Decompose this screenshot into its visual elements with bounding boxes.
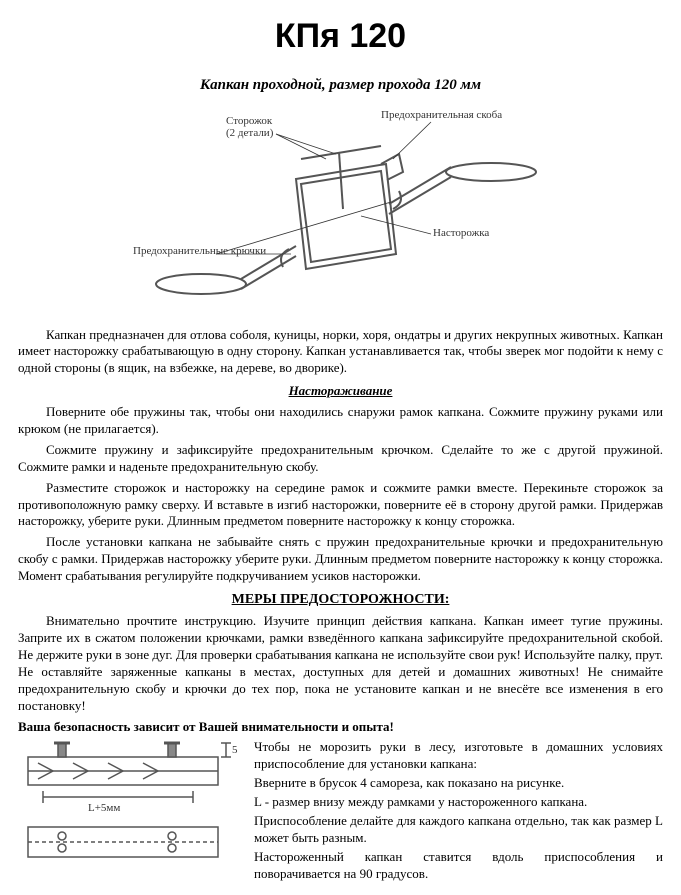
- label-skoba: Предохранительная скоба: [381, 109, 502, 121]
- subtitle: Капкан проходной, размер прохода 120 мм: [18, 76, 663, 96]
- dim-label-l: L+5мм: [88, 802, 120, 814]
- precautions-p1: Внимательно прочтите инструкцию. Изучите…: [18, 613, 663, 714]
- bottom-t4: Приспособление делайте для каждого капка…: [254, 813, 663, 847]
- main-diagram: Сторожок (2 детали) Предохранительная ск…: [18, 104, 663, 319]
- precautions-bold: Ваша безопасность зависит от Вашей внима…: [18, 719, 663, 736]
- bottom-section: L+5мм 5 Чтобы не морозить руки в лесу, и…: [18, 739, 663, 884]
- setup-p1: Поверните обе пружины так, чтобы они нах…: [18, 404, 663, 438]
- bottom-text: Чтобы не морозить руки в лесу, изготовьт…: [254, 739, 663, 884]
- intro-paragraph: Капкан предназначен для отлова соболя, к…: [18, 327, 663, 378]
- setup-p2: Сожмите пружину и зафиксируйте предохран…: [18, 442, 663, 476]
- setup-p4: После установки капкана не забывайте сня…: [18, 534, 663, 585]
- label-storozhok: Сторожок: [226, 115, 273, 127]
- setup-heading: Настораживание: [18, 383, 663, 400]
- label-kryuchki: Предохранительные крючки: [133, 245, 266, 257]
- bottom-t2: Вверните в брусок 4 самореза, как показа…: [254, 775, 663, 792]
- setup-p3: Разместите сторожок и насторожку на сере…: [18, 480, 663, 531]
- bottom-t5: Настороженный капкан ставится вдоль прис…: [254, 849, 663, 883]
- page-title: КПя 120: [18, 14, 663, 58]
- fixture-diagram: L+5мм 5: [18, 739, 248, 874]
- label-nastorozhka: Насторожка: [433, 227, 489, 239]
- bottom-t1: Чтобы не морозить руки в лесу, изготовьт…: [254, 739, 663, 773]
- precautions-heading: МЕРЫ ПРЕДОСТОРОЖНОСТИ:: [18, 591, 663, 609]
- bottom-t3: L - размер внизу между рамками у насторо…: [254, 794, 663, 811]
- label-storozhok2: (2 детали): [226, 127, 274, 139]
- dim-label-5: 5: [232, 744, 238, 756]
